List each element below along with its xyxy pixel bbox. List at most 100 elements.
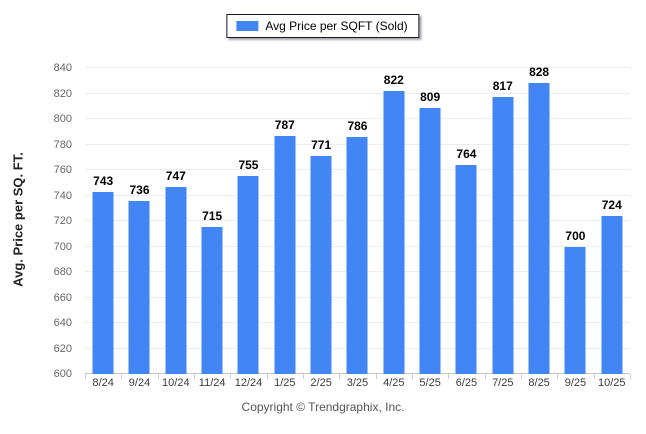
bar-value-label: 817 [492,79,513,94]
bar-value-label: 771 [311,137,332,152]
x-tick-label: 9/25 [564,377,587,389]
bar-10/25 [601,215,623,374]
x-axis-tick-mark [484,374,486,379]
bar-slot: 771 [303,68,339,374]
x-tick-label: 10/24 [162,377,190,389]
bar-3/25 [346,136,368,374]
bar-value-label: 822 [383,72,404,87]
bar-slot: 743 [85,68,121,374]
y-tick-label: 740 [53,189,72,202]
y-tick-label: 760 [53,164,72,176]
x-axis-tick-labels: 8/24 9/24 10/24 11/24 12/24 1/25 2/25 3/25 4/25 5… [85,377,630,389]
x-axis-tick-mark [593,374,595,379]
y-tick-label: 780 [53,138,72,151]
bar-value-label: 736 [129,182,150,197]
bar-value-label: 724 [601,197,622,212]
bar-5/25 [419,107,441,374]
y-tick-label: 600 [53,368,72,380]
bar-9/24 [128,200,150,374]
bar-value-label: 786 [347,118,368,133]
x-axis-tick-mark [157,374,159,379]
x-axis-tick-mark [339,374,341,379]
x-axis-tick-mark [230,374,232,379]
x-tick-label: 4/25 [383,377,405,389]
gridline [85,118,630,119]
y-axis-title: Avg. Price per SQ. FT. [10,152,26,287]
plot-area: 743 736 747 715 755 787 771 786 822 809 764 817 828 7… [85,65,631,379]
bar-8/25 [528,83,550,374]
y-tick-label: 680 [53,266,72,278]
y-tick-label: 720 [53,215,72,227]
bar-value-label: 747 [165,168,186,183]
bar-slots: 743 736 747 715 755 787 771 786 822 809 764 817 828 7… [85,65,630,374]
x-tick-label: 2/25 [310,377,332,389]
legend-swatch-icon [236,21,259,31]
x-tick-label: 12/24 [234,377,263,389]
x-tick-label: 3/25 [346,377,369,389]
x-axis-tick-mark [121,374,123,379]
x-axis-tick-mark [303,374,304,379]
bar-slot: 822 [376,68,412,374]
gridline [85,67,630,68]
y-tick-label: 700 [53,240,72,253]
y-tick-label: 820 [53,87,72,100]
bar-slot: 747 [158,68,194,374]
x-tick-label: 11/24 [198,377,226,389]
x-tick-label: 8/24 [92,377,114,389]
bar-slot: 715 [194,68,230,374]
x-tick-label: 10/25 [597,377,626,389]
copyright-text: Copyright © Trendgraphix, Inc. [241,400,405,414]
bar-slot: 736 [121,68,157,374]
y-tick-label: 620 [53,342,72,355]
bar-slot: 786 [339,68,375,374]
x-tick-label: 7/25 [492,377,514,389]
bar-slot: 809 [412,68,448,374]
bar-10/24 [165,186,187,374]
bar-12/24 [237,176,259,374]
x-axis-tick-mark [194,374,195,379]
bar-4/25 [383,90,405,374]
y-tick-label: 660 [53,291,72,304]
x-tick-label: 6/25 [455,377,478,389]
y-tick-label: 640 [53,317,72,329]
bar-value-label: 743 [93,173,114,188]
x-axis-tick-mark [521,374,522,379]
bar-1/25 [274,135,296,374]
bar-slot: 755 [230,68,266,374]
bar-slot: 817 [485,68,521,374]
bar-2/25 [310,155,332,374]
y-tick-label: 840 [53,62,72,74]
y-axis-tick-labels: 600 620 640 660 680 700 720 740 760 780 800 820 840 [30,62,78,380]
bar-7/25 [492,97,514,374]
bar-11/24 [201,227,223,374]
bar-value-label: 715 [202,209,223,224]
bar-value-label: 755 [238,158,259,173]
x-axis-tick-mark [557,374,559,379]
bar-slot: 828 [521,65,557,374]
x-axis-tick-mark [448,374,450,379]
bar-slot: 724 [594,68,630,374]
x-tick-label: 5/25 [419,377,441,389]
x-axis-tick-mark [630,374,631,379]
gridline [85,92,630,94]
bar-value-label: 700 [565,228,586,243]
x-axis-tick-mark [266,374,268,379]
x-axis-ticks [85,374,631,379]
x-tick-label: 1/25 [274,377,296,389]
y-tick-label: 800 [53,113,72,125]
legend: Avg Price per SQFT (Sold) [226,14,420,38]
bar-value-label: 809 [420,89,441,104]
bar-slot: 787 [267,68,303,374]
bar-slot: 764 [448,68,484,374]
bar-8/24 [92,191,114,374]
x-tick-label: 9/24 [128,377,151,389]
x-axis-tick-mark [412,374,413,379]
bar-slot: 700 [557,68,593,374]
legend-label: Avg Price per SQFT (Sold) [265,19,408,33]
bar-6/25 [455,164,477,374]
x-axis-tick-mark [375,374,377,379]
bar-9/25 [564,246,586,374]
bar-value-label: 787 [274,117,295,132]
x-axis-tick-mark [85,374,86,379]
